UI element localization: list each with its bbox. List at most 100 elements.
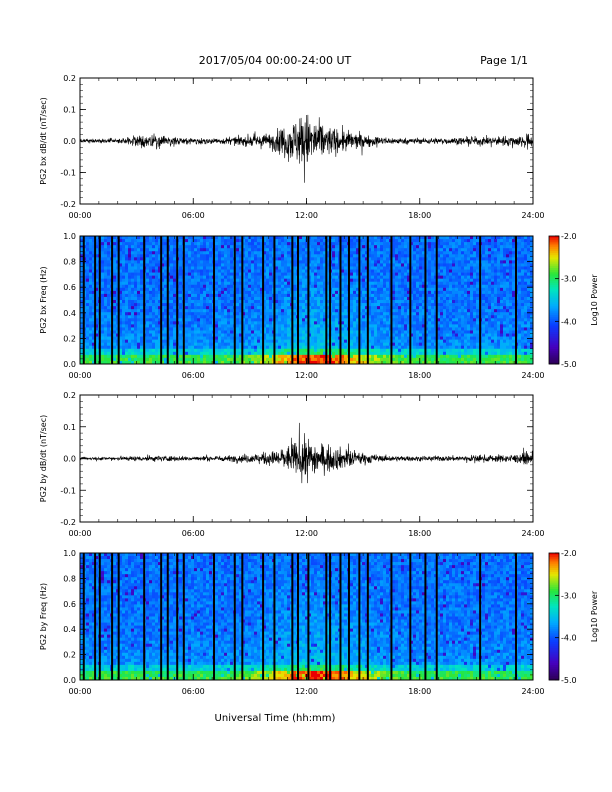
panel-2-cell xyxy=(383,245,387,249)
panel-2-cell xyxy=(230,306,234,310)
panel-2-cell xyxy=(254,239,258,243)
panel-2-cell xyxy=(185,236,189,240)
panel-2-cell xyxy=(359,309,363,313)
panel-2-cell xyxy=(137,357,141,362)
panel-2-cell xyxy=(377,312,381,316)
panel-2-cell xyxy=(266,278,270,283)
panel-2-cell xyxy=(221,306,225,310)
panel-2-cell xyxy=(344,300,348,304)
panel-2-cell xyxy=(257,254,261,258)
panel-2-cell xyxy=(395,306,399,310)
panel-2-cell xyxy=(395,315,399,319)
panel-2-cell xyxy=(185,284,189,289)
panel-2-cell xyxy=(119,287,123,292)
panel-2-cell xyxy=(380,266,384,270)
panel-2-cell xyxy=(362,269,366,273)
panel-2-cell xyxy=(221,236,225,240)
panel-2-cell xyxy=(116,245,120,249)
panel-2-cell xyxy=(293,269,297,273)
panel-2-cell xyxy=(206,309,210,313)
panel-2-cell xyxy=(410,306,414,310)
panel-2-cell xyxy=(101,269,105,273)
panel-2-cell xyxy=(377,327,381,331)
panel-2-cell xyxy=(335,324,339,328)
panel-2-cell xyxy=(380,360,384,365)
panel-2-cell xyxy=(293,254,297,258)
panel-2-cell xyxy=(152,342,156,347)
panel-2-cell xyxy=(326,257,330,261)
panel-2-cell xyxy=(131,303,135,307)
panel-2-cell xyxy=(281,312,285,316)
panel-2-cell xyxy=(326,272,330,276)
panel-2-cell xyxy=(371,357,375,362)
panel-2-cell xyxy=(398,272,402,276)
panel-2-cell xyxy=(356,342,360,347)
panel-2-cell xyxy=(359,290,363,295)
panel-2-cell xyxy=(86,269,90,273)
panel-2-cell xyxy=(260,315,264,319)
panel-2-cell xyxy=(203,278,207,283)
panel-2-cell xyxy=(107,351,111,356)
panel-2-cell xyxy=(305,272,309,276)
panel-2-cell xyxy=(422,260,426,264)
panel-2-cell xyxy=(335,242,339,246)
panel-2-cell xyxy=(317,312,321,316)
panel-2-cell xyxy=(218,351,222,356)
panel-2-cell xyxy=(224,293,228,298)
panel-2-cell xyxy=(278,333,282,337)
panel-2-cell xyxy=(332,254,336,258)
panel-2-cell xyxy=(371,318,375,322)
panel-2-cell xyxy=(116,281,120,286)
panel-2-cell xyxy=(269,248,273,252)
panel-2-cell xyxy=(266,360,270,365)
panel-2-cell xyxy=(320,242,324,246)
panel-2-cell xyxy=(284,336,288,340)
panel-2-cell xyxy=(155,257,159,261)
panel-2-cell xyxy=(89,257,93,261)
panel-2-cell xyxy=(161,272,165,276)
panel-2-cell xyxy=(92,272,96,276)
panel-2-cell xyxy=(95,248,99,252)
panel-2-cell xyxy=(245,330,249,334)
panel-2-cell xyxy=(281,348,285,353)
panel-2-cell xyxy=(179,260,183,264)
panel-2-cell xyxy=(275,272,279,276)
panel-2-cell xyxy=(263,312,267,316)
panel-2-cell xyxy=(395,245,399,249)
panel-2-cell xyxy=(341,339,345,344)
panel-2-cell xyxy=(371,272,375,276)
panel-2-cell xyxy=(122,348,126,353)
panel-2-cell xyxy=(86,275,90,280)
panel-2-cell xyxy=(368,257,372,261)
panel-2-cell xyxy=(221,242,225,246)
panel-2-cell xyxy=(227,318,231,322)
panel-2-cell xyxy=(125,293,129,298)
panel-2-cell xyxy=(263,272,267,276)
panel-2-cell xyxy=(194,263,198,267)
panel-2-cell xyxy=(158,254,162,258)
panel-2-cell xyxy=(266,266,270,270)
panel-2-cell xyxy=(419,345,423,350)
panel-2-cell xyxy=(251,303,255,307)
panel-2-cell xyxy=(209,236,213,240)
panel-2-cell xyxy=(383,330,387,334)
panel-2-cell xyxy=(266,251,270,255)
panel-2-cell xyxy=(227,360,231,365)
panel-2-cell xyxy=(242,306,246,310)
panel-2-cell xyxy=(305,306,309,310)
panel-2-cell xyxy=(86,303,90,307)
panel-2-cell xyxy=(275,296,279,301)
panel-2-cell xyxy=(251,251,255,255)
panel-2-cell xyxy=(422,303,426,307)
panel-2-cell xyxy=(209,324,213,328)
panel-2-cell xyxy=(179,254,183,258)
panel-2-cell xyxy=(341,263,345,267)
panel-2-cell xyxy=(350,324,354,328)
panel-2-cell xyxy=(188,357,192,362)
panel-2-cell xyxy=(269,351,273,356)
panel-2-cell xyxy=(89,306,93,310)
panel-2-cell xyxy=(302,236,306,240)
panel-2-cell xyxy=(203,345,207,350)
panel-2-cell xyxy=(152,354,156,359)
panel-2-cell xyxy=(422,306,426,310)
